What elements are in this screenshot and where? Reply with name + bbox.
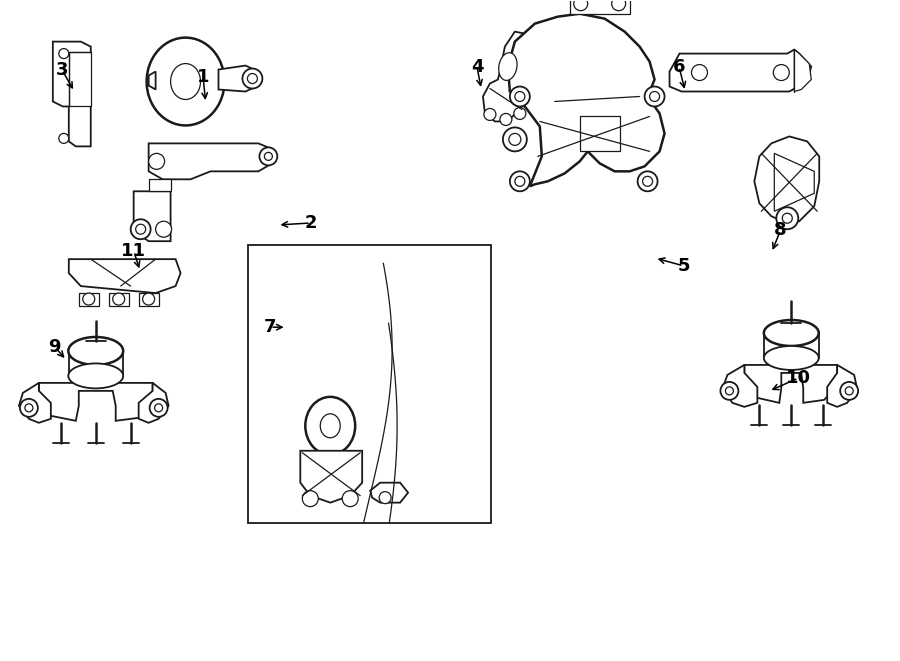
Circle shape (83, 293, 94, 305)
Polygon shape (68, 351, 122, 376)
Circle shape (379, 492, 392, 504)
Circle shape (650, 91, 660, 102)
Polygon shape (19, 383, 50, 423)
Polygon shape (79, 293, 99, 306)
Text: 7: 7 (264, 318, 276, 336)
Circle shape (644, 87, 664, 106)
Circle shape (841, 382, 858, 400)
Circle shape (58, 49, 68, 59)
Circle shape (773, 65, 789, 81)
Text: 9: 9 (49, 338, 61, 356)
Circle shape (58, 134, 68, 143)
Circle shape (515, 176, 525, 186)
Text: 6: 6 (673, 58, 685, 75)
Circle shape (259, 147, 277, 165)
Circle shape (484, 108, 496, 120)
Circle shape (248, 73, 257, 83)
Ellipse shape (68, 364, 123, 389)
Polygon shape (139, 383, 168, 423)
Polygon shape (301, 451, 362, 502)
Polygon shape (148, 143, 275, 179)
Polygon shape (139, 293, 158, 306)
Polygon shape (774, 153, 814, 212)
Polygon shape (68, 259, 181, 293)
Circle shape (510, 171, 530, 191)
Polygon shape (764, 333, 819, 358)
Circle shape (725, 387, 734, 395)
Ellipse shape (764, 346, 819, 370)
Circle shape (500, 114, 512, 126)
Polygon shape (370, 483, 408, 502)
Circle shape (845, 387, 853, 395)
Polygon shape (744, 365, 837, 403)
Circle shape (265, 153, 273, 161)
Circle shape (20, 399, 38, 417)
Text: 5: 5 (678, 257, 689, 275)
Polygon shape (754, 136, 819, 223)
Circle shape (514, 108, 526, 120)
Circle shape (637, 171, 658, 191)
Circle shape (112, 293, 125, 305)
Circle shape (155, 404, 163, 412)
Ellipse shape (499, 53, 517, 81)
Text: 10: 10 (786, 369, 811, 387)
Circle shape (691, 65, 707, 81)
Text: 4: 4 (471, 58, 483, 75)
Circle shape (302, 490, 319, 506)
Polygon shape (670, 50, 811, 91)
Text: 2: 2 (304, 214, 317, 232)
Circle shape (782, 214, 792, 223)
Circle shape (508, 134, 521, 145)
Ellipse shape (305, 397, 356, 455)
Polygon shape (219, 65, 258, 91)
Circle shape (156, 221, 172, 237)
Circle shape (130, 219, 150, 239)
Polygon shape (39, 383, 153, 421)
Circle shape (342, 490, 358, 506)
Ellipse shape (764, 320, 819, 346)
Circle shape (148, 153, 165, 169)
Text: 3: 3 (56, 61, 68, 79)
Ellipse shape (68, 337, 123, 365)
Ellipse shape (320, 414, 340, 438)
Polygon shape (148, 179, 171, 191)
Text: 11: 11 (122, 243, 147, 260)
Text: 1: 1 (197, 67, 210, 85)
Circle shape (777, 208, 798, 229)
Circle shape (515, 91, 525, 102)
Polygon shape (134, 191, 171, 241)
Polygon shape (723, 365, 758, 407)
Polygon shape (483, 32, 530, 122)
Circle shape (142, 293, 155, 305)
Text: 8: 8 (774, 221, 787, 239)
Bar (248, 245, 491, 523)
Polygon shape (68, 52, 91, 106)
Polygon shape (570, 0, 630, 14)
Polygon shape (109, 293, 129, 306)
Circle shape (720, 382, 738, 400)
Circle shape (149, 399, 167, 417)
Ellipse shape (171, 63, 201, 100)
Circle shape (643, 176, 652, 186)
Circle shape (242, 69, 263, 89)
Polygon shape (53, 42, 91, 146)
Ellipse shape (147, 38, 224, 126)
Polygon shape (827, 365, 857, 407)
Circle shape (612, 0, 625, 11)
Polygon shape (795, 50, 811, 91)
Circle shape (573, 0, 588, 11)
Circle shape (510, 87, 530, 106)
Circle shape (136, 224, 146, 234)
Circle shape (25, 404, 33, 412)
Polygon shape (580, 116, 619, 151)
Circle shape (503, 128, 526, 151)
Polygon shape (148, 71, 156, 89)
Polygon shape (508, 14, 664, 186)
